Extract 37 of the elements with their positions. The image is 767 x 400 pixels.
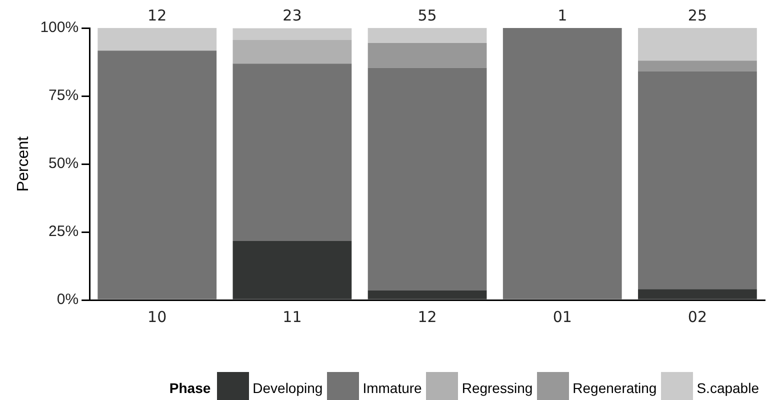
bar [638, 289, 757, 300]
bar [368, 42, 487, 68]
legend-label: Regressing [462, 380, 533, 396]
bar [638, 28, 757, 61]
bar [98, 50, 217, 300]
legend-label: S.capable [696, 380, 759, 396]
bar [232, 240, 352, 300]
legend-label: Regenerating [572, 380, 657, 396]
x-tick-label: 10 [148, 308, 167, 326]
bar [368, 28, 487, 43]
bar [232, 40, 352, 64]
bar [368, 68, 487, 290]
y-tick-label: 50% [48, 155, 79, 172]
bar [98, 28, 217, 51]
bar [368, 290, 487, 300]
bar [502, 28, 622, 300]
annotation: 25 [688, 6, 708, 24]
annotation: 1 [558, 6, 568, 24]
x-tick-label: 11 [282, 308, 302, 326]
y-tick-label: 75% [48, 87, 79, 104]
bar [638, 60, 757, 72]
legend-title: Phase [169, 380, 211, 396]
y-axis-title: Percent [15, 136, 32, 192]
bar [232, 28, 352, 40]
x-tick-label: 01 [552, 308, 572, 326]
annotation: 12 [148, 6, 167, 24]
bar [232, 64, 352, 241]
annotation: 55 [418, 6, 437, 24]
x-tick-label: 02 [688, 308, 708, 326]
legend-label: Developing [252, 380, 323, 396]
bar [638, 72, 757, 290]
legend-label: Immature [362, 380, 422, 396]
x-tick-label: 12 [418, 308, 437, 326]
y-tick-label: 100% [40, 19, 79, 36]
annotation: 23 [282, 6, 302, 24]
y-tick-label: 0% [56, 291, 79, 308]
y-tick-label: 25% [48, 223, 79, 240]
